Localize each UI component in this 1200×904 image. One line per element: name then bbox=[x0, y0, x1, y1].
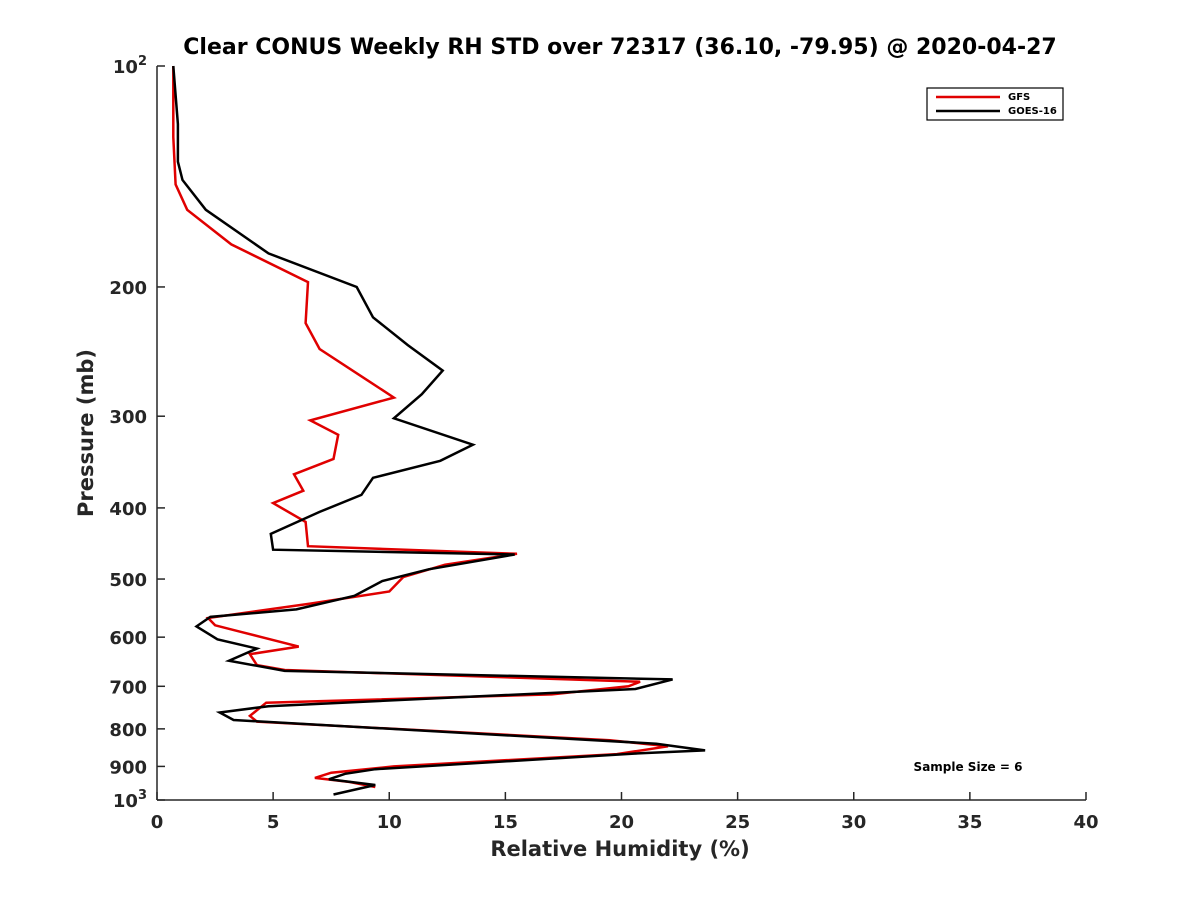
legend-label-gfs: GFS bbox=[1008, 92, 1030, 103]
x-tick-label: 15 bbox=[493, 812, 518, 833]
x-ticks: 0 5 10 15 20 25 30 35 40 bbox=[151, 792, 1099, 833]
series-line-goes-16 bbox=[172, 65, 706, 796]
y-tick-label: 700 bbox=[109, 677, 147, 698]
x-tick-label: 30 bbox=[841, 812, 866, 833]
legend-label-goes-16: GOES-16 bbox=[1008, 106, 1057, 117]
legend-box bbox=[926, 87, 1064, 121]
x-axis-label: Relative Humidity (%) bbox=[490, 837, 749, 861]
series-group bbox=[172, 65, 706, 796]
y-tick-label: 102 bbox=[113, 54, 147, 78]
y-tick-label: 400 bbox=[109, 499, 147, 520]
sample-size-annotation: Sample Size = 6 bbox=[914, 760, 1023, 774]
y-tick-label: 103 bbox=[113, 788, 147, 812]
x-tick-label: 0 bbox=[151, 812, 164, 833]
x-tick-label: 20 bbox=[609, 812, 634, 833]
y-tick-label: 900 bbox=[109, 757, 147, 778]
y-tick-label: 500 bbox=[109, 570, 147, 591]
legend: GFS GOES-16 bbox=[926, 87, 1064, 121]
x-tick-label: 25 bbox=[725, 812, 750, 833]
y-ticks: 102 200 300 400 500 600 700 800 900 103 bbox=[109, 54, 165, 812]
x-tick-label: 5 bbox=[267, 812, 280, 833]
x-tick-label: 40 bbox=[1073, 812, 1098, 833]
y-tick-label: 800 bbox=[109, 720, 147, 741]
x-tick-label: 10 bbox=[377, 812, 402, 833]
y-tick-label: 600 bbox=[109, 628, 147, 649]
y-tick-label: 300 bbox=[109, 407, 147, 428]
chart-title: Clear CONUS Weekly RH STD over 72317 (36… bbox=[183, 35, 1056, 60]
y-tick-label: 200 bbox=[109, 278, 147, 299]
y-axis-label: Pressure (mb) bbox=[74, 349, 98, 517]
x-tick-label: 35 bbox=[957, 812, 982, 833]
